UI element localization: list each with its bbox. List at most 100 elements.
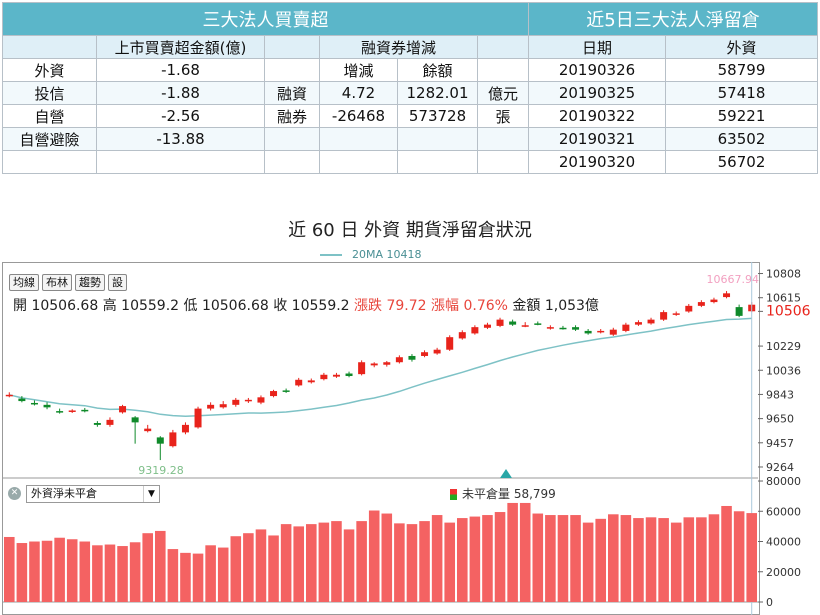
candle-body xyxy=(43,404,51,408)
ma-legend-label: 20MA 10418 xyxy=(352,248,422,261)
oi-legend-text: 未平倉量 58,799 xyxy=(462,487,556,501)
candle-body xyxy=(270,391,278,397)
nav-triangle-icon xyxy=(500,469,512,478)
candle-body xyxy=(30,402,38,405)
empty-cell xyxy=(2,150,97,174)
candle-body xyxy=(18,398,26,402)
candle-body xyxy=(697,302,705,306)
oi-bar xyxy=(633,518,644,602)
row-date: 20190321 xyxy=(528,127,666,151)
unit: 張 xyxy=(477,104,529,128)
oi-bar xyxy=(54,537,65,602)
candle-body xyxy=(244,399,252,402)
oi-bar xyxy=(79,541,91,602)
oi-bar xyxy=(66,539,78,602)
candle-body xyxy=(710,299,718,303)
empty-cell xyxy=(319,150,398,174)
high-value: 高 10559.2 xyxy=(102,298,180,314)
col-margin: 融資券增減 xyxy=(319,35,478,59)
row-date: 20190322 xyxy=(528,104,666,128)
indicator-select[interactable]: 外資淨未平倉 ▼ xyxy=(26,485,160,503)
candle-body xyxy=(81,409,89,412)
oi-bar xyxy=(104,544,116,602)
oi-bar xyxy=(708,514,720,602)
candle-body xyxy=(56,411,64,413)
candle-body xyxy=(181,424,189,433)
oi-bar xyxy=(431,515,443,602)
open-value: 開 10506.68 xyxy=(13,298,99,314)
oi-bar xyxy=(117,546,128,602)
candle-body xyxy=(685,305,693,312)
ohlc-readout: 開 10506.68 高 10559.2 低 10506.68 收 10559.… xyxy=(13,295,599,315)
oi-bar xyxy=(532,513,544,602)
row-amount: -1.88 xyxy=(96,81,265,105)
oi-bar xyxy=(696,517,707,602)
col-date: 日期 xyxy=(528,35,666,59)
oi-bar xyxy=(306,524,317,602)
margin-change: -26468 xyxy=(319,104,398,128)
close-icon[interactable]: ✕ xyxy=(8,487,21,500)
candle-body xyxy=(93,423,101,425)
oi-bar xyxy=(570,515,581,602)
chart-title: 近 60 日 外資 期貨淨留倉狀況 xyxy=(288,220,532,241)
candle-body xyxy=(5,394,13,397)
row-name: 自營避險 xyxy=(2,127,97,151)
oi-bar xyxy=(721,505,732,602)
oi-bar xyxy=(670,522,682,602)
y-tick-label: 10808 xyxy=(766,268,801,281)
blank-header xyxy=(264,35,320,59)
candle-body xyxy=(169,432,177,447)
net-position-table: 近5日三大法人淨留倉 日期 外資 20190326 58799 20190325 5… xyxy=(527,2,819,174)
candle-body xyxy=(496,319,504,326)
row-amount: -2.56 xyxy=(96,104,265,128)
empty-cell xyxy=(319,127,398,151)
oi-bar xyxy=(129,542,141,602)
candle-body xyxy=(546,327,554,329)
oi-bar xyxy=(469,516,481,602)
indicator-select-value: 外資淨未平倉 xyxy=(31,487,97,500)
candle-body xyxy=(219,404,227,408)
candle-body xyxy=(483,324,491,328)
settings-button[interactable]: 設 xyxy=(108,274,127,291)
open-interest-label: 未平倉量 58,799 xyxy=(450,485,556,502)
oi-bar xyxy=(92,545,103,602)
candle-body xyxy=(358,362,366,375)
candle-body xyxy=(194,408,202,428)
candle-body xyxy=(332,374,340,377)
institutional-trading-table: 三大法人買賣超 上市買賣超金額(億) 融資券增減 外資 -1.68 增減 餘額 … xyxy=(2,2,529,174)
oi-bar xyxy=(733,511,745,602)
row-value: 56702 xyxy=(664,150,819,174)
y-tick-label: 9264 xyxy=(766,461,794,474)
chevron-down-icon[interactable]: ▼ xyxy=(143,486,159,502)
row-name: 外資 xyxy=(2,58,97,82)
candle-body xyxy=(421,352,429,356)
candle-body xyxy=(446,337,454,350)
ma-button[interactable]: 均線 xyxy=(9,274,39,291)
bollinger-button[interactable]: 布林 xyxy=(42,274,72,291)
oi-bar xyxy=(230,536,242,602)
oi-bar xyxy=(16,543,28,602)
oi-bar xyxy=(608,514,619,602)
empty-cell xyxy=(264,150,320,174)
amount-value: 金額 1,053億 xyxy=(512,298,599,314)
candle-body xyxy=(559,327,567,330)
bar-y-tick-label: 0 xyxy=(766,596,773,609)
empty-cell xyxy=(477,127,529,151)
oi-bar xyxy=(268,535,279,602)
row-amount: -1.68 xyxy=(96,58,265,82)
row-date: 20190320 xyxy=(528,150,666,174)
row-date: 20190326 xyxy=(528,58,666,82)
oi-bar xyxy=(582,522,594,602)
oi-bar xyxy=(494,512,506,602)
oi-bar xyxy=(419,521,430,602)
candle-body xyxy=(131,417,139,423)
trend-button[interactable]: 趨勢 xyxy=(75,274,105,291)
candle-body xyxy=(622,324,630,331)
pct-value: 漲幅 0.76% xyxy=(431,298,508,314)
change-value: 漲跌 79.72 xyxy=(354,298,427,314)
ma-legend-line xyxy=(320,254,342,256)
candle-body xyxy=(509,321,517,325)
candle-body xyxy=(370,363,378,366)
oi-bar xyxy=(255,529,267,602)
